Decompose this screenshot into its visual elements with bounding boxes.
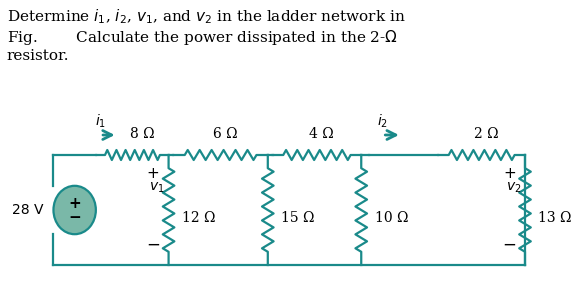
Text: 13 Ω: 13 Ω: [538, 211, 572, 225]
Ellipse shape: [53, 186, 96, 234]
Text: +: +: [503, 166, 516, 180]
Text: $v_2$: $v_2$: [506, 181, 521, 195]
Text: +: +: [68, 197, 81, 211]
Text: −: −: [146, 236, 160, 254]
Text: −: −: [68, 211, 81, 226]
Text: 2 Ω: 2 Ω: [474, 127, 499, 141]
Text: 4 Ω: 4 Ω: [309, 127, 334, 141]
Text: 10 Ω: 10 Ω: [375, 211, 408, 225]
Text: $i_2$: $i_2$: [377, 113, 388, 130]
Text: 6 Ω: 6 Ω: [213, 127, 237, 141]
Text: −: −: [503, 236, 516, 254]
Text: +: +: [147, 166, 159, 180]
Text: $i_1$: $i_1$: [95, 113, 106, 130]
Text: $v_1$: $v_1$: [150, 181, 165, 195]
Text: 28 V: 28 V: [12, 203, 43, 217]
Text: 15 Ω: 15 Ω: [281, 211, 315, 225]
Text: 8 Ω: 8 Ω: [130, 127, 155, 141]
Text: Fig.        Calculate the power dissipated in the 2-$\Omega$: Fig. Calculate the power dissipated in t…: [7, 28, 398, 47]
Text: resistor.: resistor.: [7, 49, 69, 63]
Text: 12 Ω: 12 Ω: [182, 211, 216, 225]
Text: Determine $i_1$, $i_2$, $v_1$, and $v_2$ in the ladder network in: Determine $i_1$, $i_2$, $v_1$, and $v_2$…: [7, 7, 405, 26]
